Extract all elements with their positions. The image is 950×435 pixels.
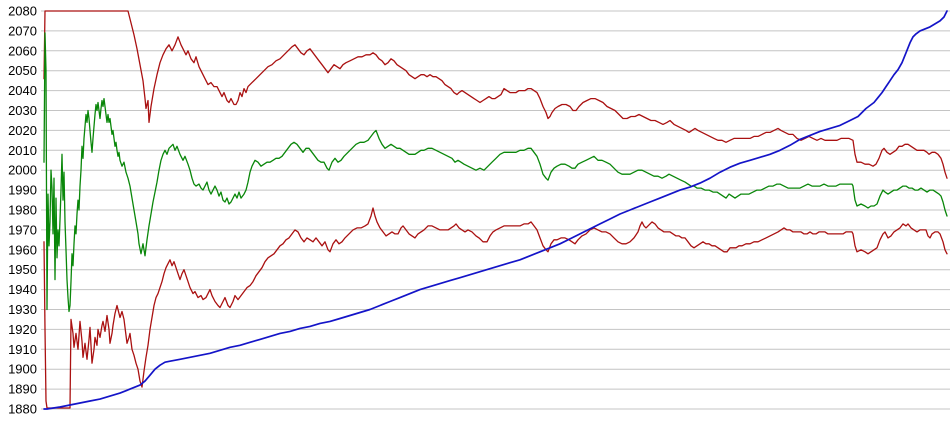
- series-equity-curve-line: [43, 10, 948, 410]
- y-axis-tick-label: 1910: [8, 342, 37, 357]
- y-axis-tick-label: 2020: [8, 123, 37, 138]
- y-axis-tick-label: 2060: [8, 43, 37, 58]
- y-axis-tick-label: 1950: [8, 262, 37, 277]
- y-axis-tick-label: 2070: [8, 23, 37, 38]
- gridlines: [41, 10, 950, 410]
- y-axis-tick-label: 2030: [8, 103, 37, 118]
- series-lower-band-line: [43, 207, 948, 409]
- y-axis-tick-label: 1970: [8, 222, 37, 237]
- y-axis-tick-label: 1880: [8, 402, 37, 417]
- series-middle-band-line: [43, 32, 948, 313]
- y-axis-tick-label: 1920: [8, 322, 37, 337]
- y-axis-tick-label: 2010: [8, 143, 37, 158]
- y-axis-tick-label: 1900: [8, 362, 37, 377]
- series-upper-band-line: [43, 10, 948, 179]
- y-axis-tick-label: 1890: [8, 382, 37, 397]
- y-axis-tick-label: 1960: [8, 242, 37, 257]
- y-axis-tick-label: 2080: [8, 4, 37, 19]
- y-axis-tick-label: 1940: [8, 282, 37, 297]
- y-axis-tick-label: 2040: [8, 83, 37, 98]
- y-axis-tick-label: 1990: [8, 183, 37, 198]
- y-axis-tick-label: 1930: [8, 302, 37, 317]
- y-axis-tick-labels: 2080 2070 2060 2050 2040 2030 2020 2010 2000 1990…: [8, 4, 37, 417]
- y-axis-tick-label: 2000: [8, 163, 37, 178]
- y-axis-tick-label: 1980: [8, 203, 37, 218]
- y-axis-tick-label: 2050: [8, 63, 37, 78]
